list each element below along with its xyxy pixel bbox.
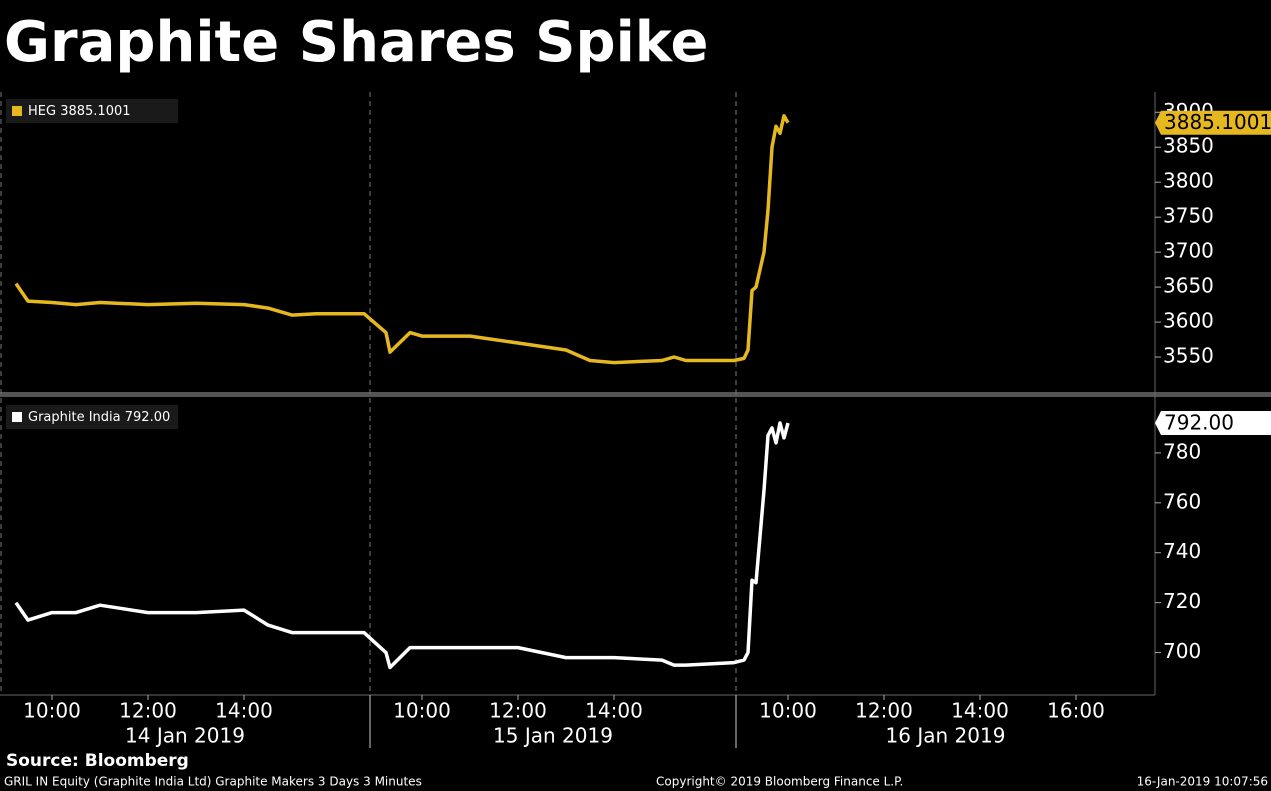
legend-last: 792.00 [125, 410, 171, 425]
y-tick-label: 760 [1163, 489, 1201, 513]
x-tick-label: 14:00 [951, 699, 1009, 723]
x-tick-label: 12:00 [489, 699, 547, 723]
y-tick-label: 3850 [1163, 134, 1214, 158]
y-tick-label: 720 [1163, 589, 1201, 613]
panel-divider [0, 392, 1271, 397]
legend-swatch [12, 412, 22, 422]
legend-name: HEG [28, 104, 56, 119]
legend-box [6, 99, 178, 123]
y-tick-label: 3600 [1163, 309, 1214, 333]
y-tick-label: 740 [1163, 539, 1201, 563]
x-tick-label: 14:00 [585, 699, 643, 723]
x-tick-label: 14:00 [215, 699, 273, 723]
x-tick-label: 12:00 [855, 699, 913, 723]
last-value-label: 3885.1001 [1164, 110, 1271, 134]
x-tick-label: 10:00 [759, 699, 817, 723]
last-value-tag [1155, 110, 1271, 135]
legend-label: Graphite India 792.00 [28, 410, 170, 425]
y-tick-label: 3550 [1163, 344, 1214, 368]
line [14, 421, 790, 670]
x-tick-label: 12:00 [119, 699, 177, 723]
legend-last: 3885.1001 [60, 104, 130, 119]
legend-label: HEG 3885.1001 [28, 104, 131, 119]
date-label: 15 Jan 2019 [493, 724, 613, 748]
y-tick-label: 700 [1163, 639, 1201, 663]
date-label: 14 Jan 2019 [125, 724, 245, 748]
x-tick-label: 10:00 [23, 699, 81, 723]
chart-title: Graphite Shares Spike [4, 10, 709, 75]
y-tick-label: 3650 [1163, 274, 1214, 298]
legend-box [6, 405, 178, 429]
line [14, 114, 790, 365]
y-tick-label: 780 [1163, 439, 1201, 463]
y-tick-label: 3800 [1163, 169, 1214, 193]
last-value-label: 792.00 [1164, 410, 1234, 434]
y-tick-label: 3700 [1163, 239, 1214, 263]
timestamp: 16-Jan-2019 10:07:56 [1137, 775, 1268, 789]
y-tick-label: 3750 [1163, 204, 1214, 228]
legend-name: Graphite India [28, 410, 121, 425]
source: Source: Bloomberg [6, 751, 189, 771]
x-tick-label: 10:00 [393, 699, 451, 723]
last-value-tag [1155, 410, 1271, 435]
x-tick-label: 16:00 [1047, 699, 1105, 723]
date-label: 16 Jan 2019 [886, 724, 1006, 748]
footnote: GRIL IN Equity (Graphite India Ltd) Grap… [4, 775, 422, 789]
legend-swatch [12, 106, 22, 116]
copyright: Copyright© 2019 Bloomberg Finance L.P. [656, 775, 903, 789]
